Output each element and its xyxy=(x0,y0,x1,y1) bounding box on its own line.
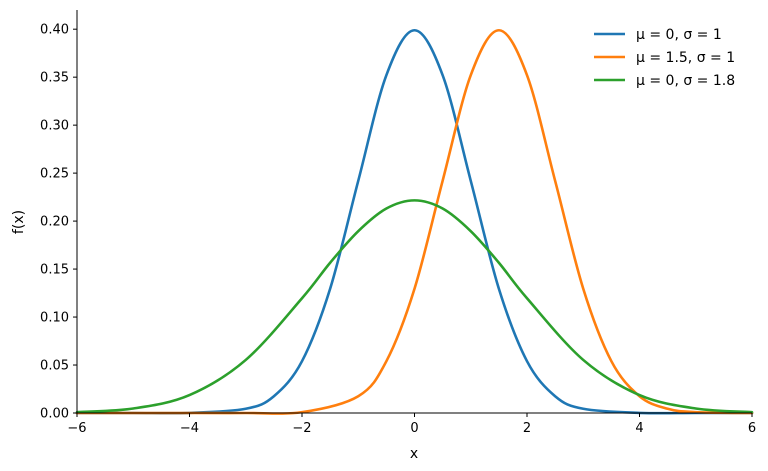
y-axis-ticks: 0.00 0.05 0.10 0.15 0.20 0.25 0.30 0.35 0.40 xyxy=(40,23,77,422)
legend-label-2: μ = 1.5, σ = 1 xyxy=(636,50,735,66)
x-tick-label: −4 xyxy=(180,421,199,436)
x-tick-label: −2 xyxy=(292,421,311,436)
y-tick-label: 0.40 xyxy=(40,23,69,38)
y-tick-label: 0.20 xyxy=(40,215,69,230)
x-tick-label: −6 xyxy=(67,421,86,436)
x-axis-title: x xyxy=(410,446,418,462)
legend-label-1: μ = 0, σ = 1 xyxy=(636,27,722,43)
y-tick-label: 0.25 xyxy=(40,167,69,182)
x-axis-ticks: −6 −4 −2 0 2 4 6 xyxy=(67,413,756,436)
legend: μ = 0, σ = 1 μ = 1.5, σ = 1 μ = 0, σ = 1.8 xyxy=(594,27,735,89)
x-tick-label: 6 xyxy=(748,421,756,436)
y-tick-label: 0.00 xyxy=(40,407,69,422)
x-tick-label: 2 xyxy=(523,421,531,436)
x-tick-label: 0 xyxy=(410,421,418,436)
y-tick-label: 0.35 xyxy=(40,71,69,86)
x-tick-label: 4 xyxy=(635,421,643,436)
series-line-1 xyxy=(75,28,754,415)
y-tick-label: 0.10 xyxy=(40,311,69,326)
series-line-3 xyxy=(75,199,754,414)
y-tick-label: 0.15 xyxy=(40,263,69,278)
y-tick-label: 0.30 xyxy=(40,119,69,134)
y-axis-title: f(x) xyxy=(11,210,27,234)
y-tick-label: 0.05 xyxy=(40,359,69,374)
legend-label-3: μ = 0, σ = 1.8 xyxy=(636,73,735,89)
